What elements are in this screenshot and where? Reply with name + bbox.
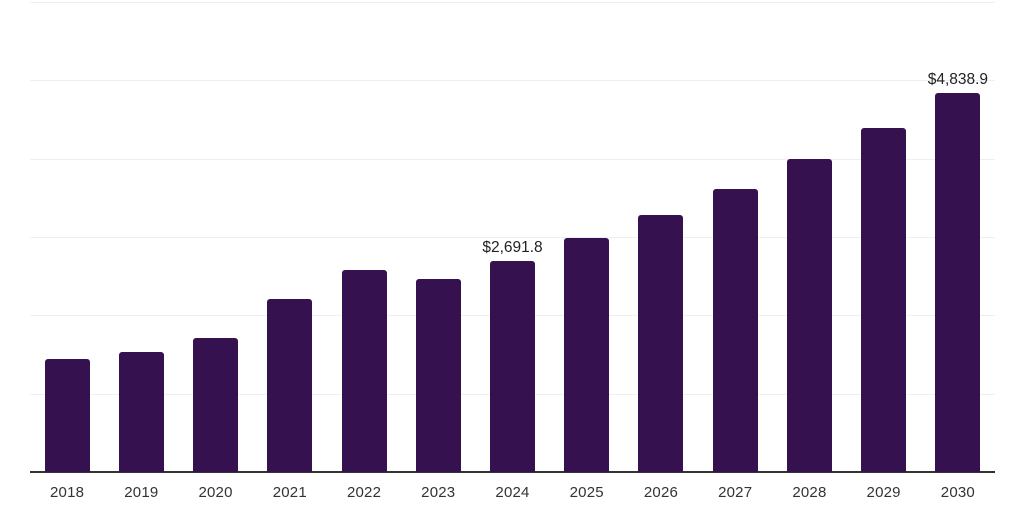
bar-2027[interactable] (712, 188, 758, 472)
x-axis-label-2018: 2018 (50, 484, 85, 501)
x-axis-label-2027: 2027 (718, 484, 753, 501)
gridline (30, 80, 995, 82)
bar-2018[interactable] (44, 359, 90, 472)
x-axis-label-2024: 2024 (495, 484, 530, 501)
bar-2024[interactable] (490, 261, 535, 472)
bar-2030[interactable] (935, 92, 981, 472)
x-axis-label-2030: 2030 (940, 484, 975, 501)
bar-2021[interactable] (267, 299, 313, 472)
x-axis-label-2028: 2028 (792, 484, 827, 501)
gridline (30, 2, 995, 3)
bar-2028[interactable] (786, 158, 832, 472)
bar-2026[interactable] (638, 214, 684, 472)
x-axis-line (30, 471, 995, 473)
x-axis-label-2023: 2023 (421, 484, 456, 501)
gridline (30, 237, 995, 238)
x-axis-label-2025: 2025 (569, 484, 604, 501)
bar-2022[interactable] (341, 269, 387, 472)
x-axis-label-2029: 2029 (866, 484, 901, 501)
gridline (30, 158, 995, 160)
x-axis-label-2026: 2026 (643, 484, 679, 501)
bar-2019[interactable] (118, 352, 164, 472)
bar-2025[interactable] (564, 237, 610, 472)
bar-2020[interactable] (193, 338, 239, 472)
data-label-2024: $2,691.8 (482, 239, 543, 257)
bar-2029[interactable] (861, 127, 907, 472)
bar-2023[interactable] (415, 279, 461, 472)
x-axis-label-2019: 2019 (124, 484, 159, 501)
x-axis-label-2020: 2020 (198, 484, 233, 501)
x-axis-label-2021: 2021 (272, 484, 307, 501)
x-axis-label-2022: 2022 (346, 484, 382, 501)
data-label-2030: $4,838.9 (927, 70, 989, 88)
